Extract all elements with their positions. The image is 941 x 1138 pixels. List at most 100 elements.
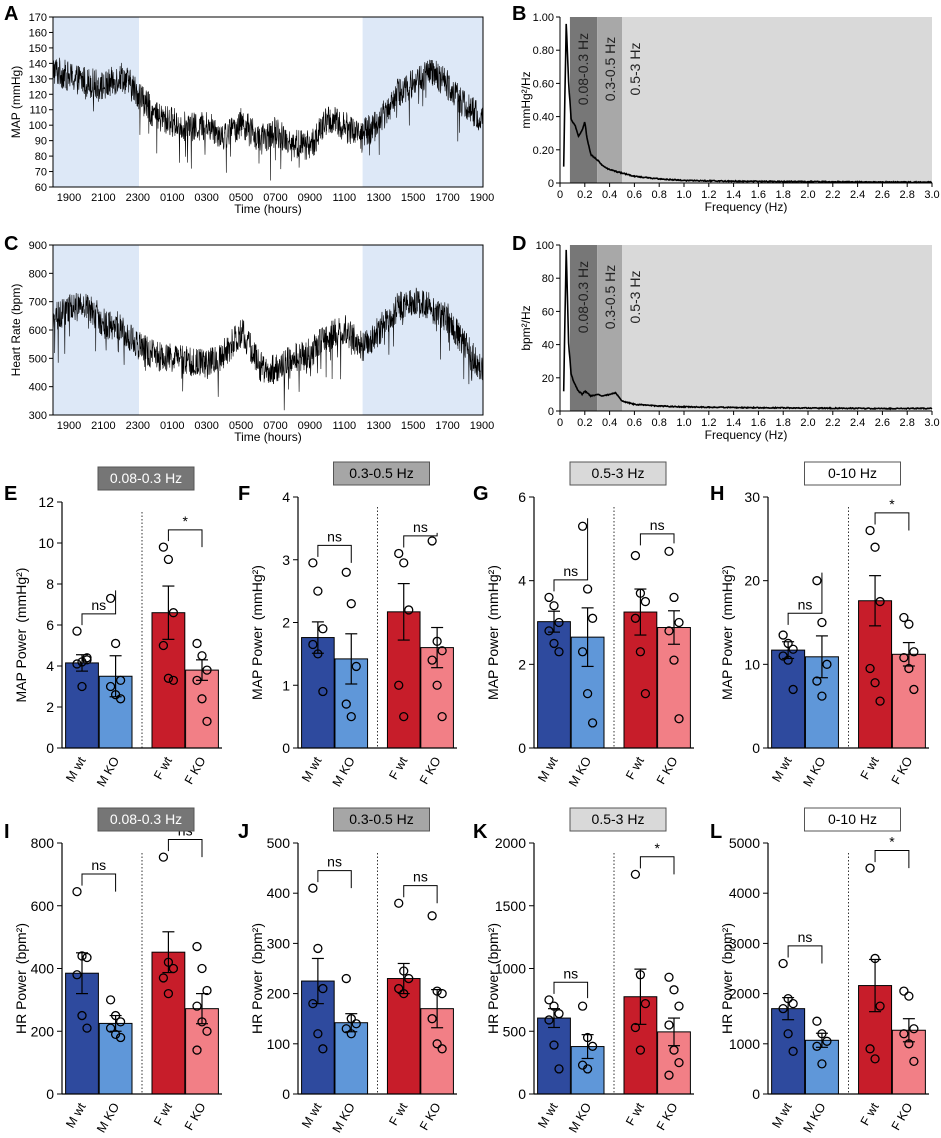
bar-1: [804, 1039, 839, 1095]
data-point-0-3: [544, 1015, 554, 1025]
x-tick-label-8: 1.6: [751, 417, 766, 429]
y-tick-label-6: 900: [29, 240, 47, 252]
data-point-1-2: [587, 613, 598, 623]
y-tick-label-6: 12: [38, 494, 54, 510]
data-point-0-1: [549, 1001, 559, 1011]
comparison-bracket-0: [81, 590, 117, 626]
y-tick-label-3: 90: [35, 136, 47, 148]
y-axis-title-unit: (mmHg²): [719, 565, 735, 620]
y-tick-label-2: 2000: [729, 986, 760, 1002]
x-tick-label-5: 0500: [229, 420, 253, 432]
category-label-1: M KO: [800, 1100, 828, 1135]
y-axis-title-name: HR Power: [719, 970, 735, 1034]
y-tick-label-2: 4: [46, 658, 54, 674]
y-tick-label-0: 60: [35, 182, 47, 194]
band-box: [569, 461, 667, 486]
category-label-2: F wt: [151, 754, 175, 782]
y-axis-title-name: MAP Power: [719, 626, 735, 700]
data-point-2-2: [875, 1001, 885, 1011]
data-point-2-1: [399, 966, 409, 976]
data-point-1-2: [822, 1036, 832, 1046]
y-tick-label-2: 400: [31, 961, 55, 977]
data-point-2-4: [635, 647, 646, 657]
data-point-2-2: [168, 963, 179, 974]
x-tick-label-8: 1.6: [751, 189, 766, 201]
x-tick-label-6: 1.2: [701, 189, 716, 201]
y-tick-label-0: 0: [548, 178, 554, 190]
data-point-2-4: [399, 988, 409, 999]
data-point-1-1: [346, 1014, 356, 1024]
significance-label-1: *: [889, 834, 895, 850]
data-point-0-1: [77, 951, 87, 961]
category-label-2: F wt: [858, 754, 882, 782]
panel-G: M wt M KO F wt F KO ns ns 0 2 4 6 MAP Power (mmHg²)…: [473, 461, 694, 789]
y-axis-title-unit: (bpm²): [13, 923, 29, 964]
comparison-bracket-1: [403, 885, 438, 904]
category-label-0: M wt: [769, 754, 795, 784]
y-tick-label-2: 1000: [495, 961, 526, 977]
data-point-0-5: [554, 647, 564, 657]
x-tick-label-2: 2300: [126, 420, 150, 432]
data-point-1-4: [817, 691, 827, 701]
panel-label: B: [512, 3, 526, 25]
x-tick-label-3: 0100: [160, 420, 184, 432]
significance-label-1: *: [182, 513, 188, 529]
comparison-bracket-1: [874, 850, 910, 869]
data-point-3-2: [437, 988, 447, 999]
x-tick-label-12: 2.4: [850, 417, 865, 429]
y-tick-label-4: 4000: [729, 885, 760, 901]
data-point-2-4: [399, 711, 409, 722]
bar-0: [537, 621, 571, 749]
data-point-1-2: [587, 1041, 598, 1051]
category-label-0: M wt: [535, 1100, 561, 1130]
data-point-3-2: [909, 1024, 919, 1034]
band-label-0: 0.08-0.3 Hz: [575, 33, 591, 105]
significance-label-1: ns: [650, 517, 665, 533]
category-label-2: F wt: [386, 1100, 410, 1128]
category-label-1: M KO: [800, 754, 828, 789]
data-point-3-4: [904, 1039, 914, 1049]
data-point-3-4: [432, 1039, 442, 1049]
panel-L: M wt M KO F wt F KO ns * 0 1000 2000 3000 4000 5000…: [710, 807, 929, 1135]
data-point-2-4: [163, 988, 174, 999]
category-label-3: F KO: [182, 754, 209, 787]
band-box: [804, 807, 901, 832]
bar-0: [537, 1017, 571, 1095]
comparison-bracket-0: [553, 518, 589, 592]
data-point-0-5: [82, 655, 92, 665]
data-point-3-5: [674, 1057, 684, 1068]
y-tick-label-11: 170: [29, 12, 47, 24]
bar-1: [334, 1022, 369, 1095]
data-point-3-0: [899, 986, 909, 996]
panel-label: H: [710, 483, 724, 505]
data-point-3-1: [669, 985, 679, 995]
y-tick-label-3: 3: [282, 552, 290, 568]
data-point-0-1: [783, 993, 793, 1004]
data-point-2-3: [394, 680, 404, 690]
comparison-bracket-1: [874, 512, 910, 531]
y-tick-label-7: 130: [29, 74, 47, 86]
y-tick-label-1: 1000: [729, 1036, 760, 1052]
data-point-2-2: [640, 596, 651, 607]
band-box-label: 0.5-3 Hz: [592, 811, 645, 827]
data-point-1-2: [351, 661, 361, 672]
significance-label-1: ns: [413, 519, 428, 535]
data-point-2-4: [870, 678, 880, 688]
data-point-0-4: [77, 681, 87, 692]
data-point-2-5: [168, 675, 179, 685]
trace-line: [52, 57, 484, 181]
data-point-3-5: [437, 1044, 447, 1054]
band-box-label: 0.08-0.3 Hz: [110, 811, 182, 827]
data-point-0-5: [788, 684, 798, 695]
data-point-3-0: [427, 536, 437, 546]
band-box-label: 0.5-3 Hz: [592, 465, 645, 481]
data-point-1-4: [582, 688, 593, 699]
x-tick-label-7: 0900: [298, 192, 322, 204]
y-axis-title-name: MAP Power: [13, 628, 29, 702]
panel-B: 0.08-0.3 Hz 0.3-0.5 Hz 0.5-3 Hz00.200.400.…: [512, 3, 940, 214]
data-point-3-4: [197, 694, 207, 704]
panel-K: M wt M KO F wt F KO ns * 0 500 1000 1500 2000 HR Po…: [473, 807, 694, 1135]
category-label-0: M wt: [63, 1100, 89, 1130]
data-point-2-0: [158, 852, 169, 862]
data-point-0-1: [783, 638, 793, 649]
